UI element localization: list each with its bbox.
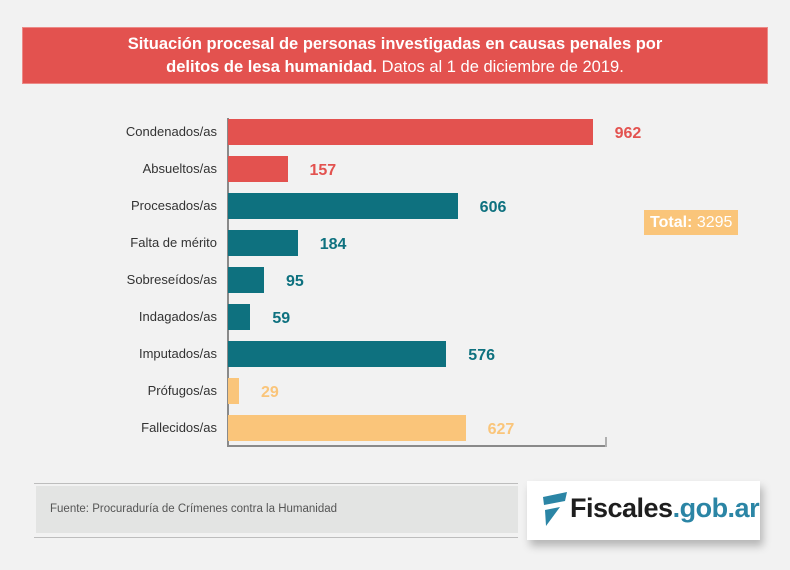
value-label: 95 [286, 273, 304, 290]
value-label: 606 [479, 199, 507, 216]
logo-wordmark: Fiscales.gob.ar [570, 493, 760, 524]
source-bottom-divider [34, 537, 518, 538]
category-label: Condenados/as [125, 124, 217, 139]
bar [228, 304, 251, 330]
source-note: Fuente: Procuraduría de Crímenes contra … [36, 486, 518, 533]
category-label: Falta de mérito [130, 235, 217, 250]
bar [228, 341, 447, 367]
total-badge: Total: 3295 [644, 210, 739, 235]
fiscales-logo: Fiscales.gob.ar [527, 481, 760, 540]
x-axis-line [227, 445, 607, 447]
chart-title-banner: Situación procesal de personas investiga… [22, 27, 768, 84]
category-label: Absueltos/as [142, 161, 217, 176]
category-label: Indagados/as [138, 309, 217, 324]
value-label: 627 [487, 421, 515, 438]
value-label: 184 [319, 236, 347, 253]
bar [228, 267, 264, 293]
source-top-divider [34, 483, 518, 484]
category-label: Fallecidos/as [141, 420, 217, 435]
fiscales-f-icon [543, 492, 567, 526]
value-label: 962 [614, 125, 642, 142]
x-axis-end-tick [605, 437, 607, 447]
category-label: Procesados/as [131, 198, 217, 213]
bar [228, 230, 298, 256]
title-line-2-bold: delitos de lesa humanidad. [166, 58, 378, 76]
bar-chart: Condenados/as 962 Absueltos/as 157 Procesado… [125, 118, 642, 447]
category-label: Imputados/as [138, 346, 217, 361]
title-date: Datos al 1 de diciembre de 2019. [377, 58, 624, 76]
bar [228, 156, 288, 182]
category-label: Prófugos/as [147, 383, 217, 398]
logo-text-gob-ar: .gob.ar [672, 493, 760, 523]
total-value: 3295 [696, 214, 733, 231]
value-label: 576 [468, 347, 495, 364]
value-label: 29 [260, 384, 279, 401]
logo-text-fiscales: Fiscales [570, 493, 673, 523]
bar [228, 193, 458, 219]
category-label: Sobreseídos/as [126, 272, 217, 287]
total-label: Total: [650, 214, 693, 231]
bar [228, 415, 466, 441]
bar [228, 378, 239, 404]
bar [228, 119, 593, 145]
title-line-1: Situación procesal de personas investiga… [127, 35, 663, 53]
value-label: 157 [309, 162, 337, 179]
value-label: 59 [272, 310, 291, 327]
